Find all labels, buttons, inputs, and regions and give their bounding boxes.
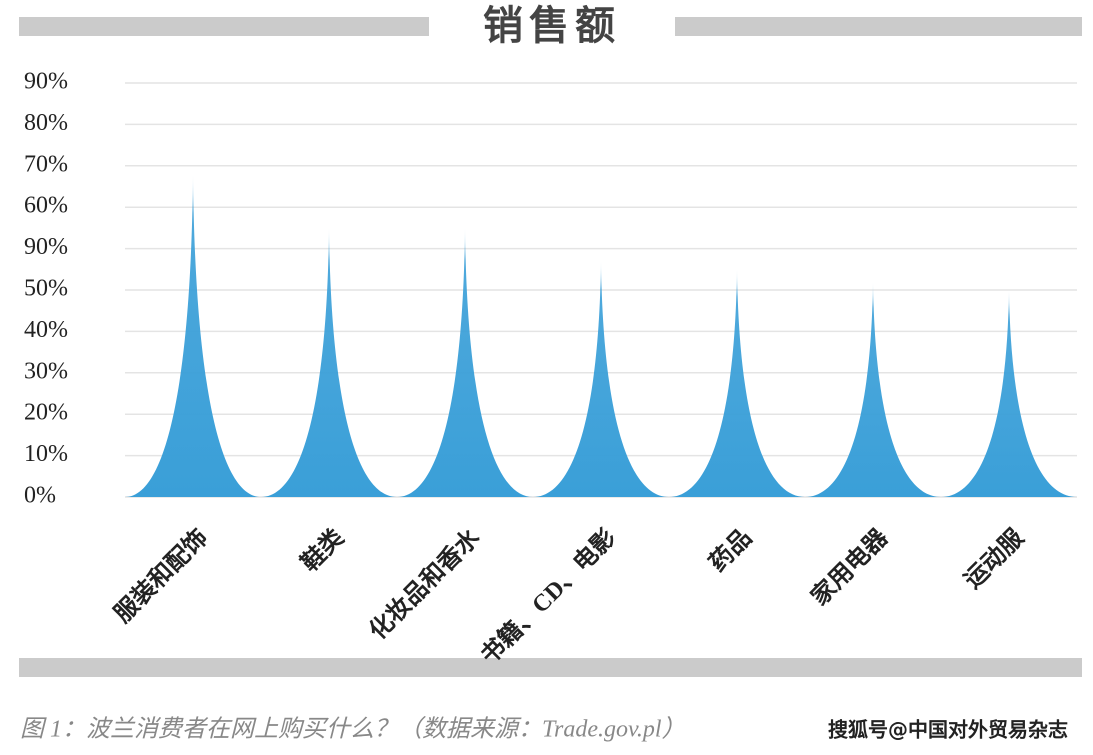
spike bbox=[941, 290, 1077, 497]
y-tick-label: 90% bbox=[24, 69, 68, 95]
spike bbox=[125, 174, 261, 497]
y-tick-label: 60% bbox=[24, 193, 68, 219]
spike bbox=[669, 269, 805, 497]
header-bar bbox=[675, 17, 1082, 36]
header-bar bbox=[19, 17, 429, 36]
y-tick-label: 40% bbox=[24, 317, 68, 343]
y-tick-label: 70% bbox=[24, 151, 68, 177]
y-tick-label: 50% bbox=[24, 276, 68, 302]
y-tick-label: 30% bbox=[24, 358, 68, 384]
y-tick-label: 10% bbox=[24, 441, 68, 467]
chart-title: 销售额 bbox=[483, 3, 621, 49]
spike bbox=[805, 281, 941, 497]
spike bbox=[261, 227, 397, 497]
y-tick-label: 20% bbox=[24, 400, 68, 426]
spike bbox=[397, 227, 533, 497]
spike bbox=[533, 261, 669, 497]
x-tick-label: 服装和配饰 bbox=[109, 524, 213, 628]
x-tick-label: 家用电器 bbox=[805, 523, 893, 611]
y-tick-label: 0% bbox=[24, 483, 56, 509]
y-tick-label: 80% bbox=[24, 110, 68, 136]
x-tick-label: 药品 bbox=[704, 524, 757, 577]
footer-bar bbox=[19, 658, 1082, 677]
x-tick-label: 书籍、CD、电影 bbox=[475, 523, 621, 669]
y-tick-label: 90% bbox=[24, 234, 68, 260]
x-tick-label: 鞋类 bbox=[296, 523, 350, 577]
x-tick-label: 化妆品和香水 bbox=[364, 523, 486, 645]
x-tick-label: 运动服 bbox=[959, 523, 1030, 594]
watermark: 搜狐号@中国对外贸易杂志 bbox=[828, 718, 1068, 742]
caption: 图 1：波兰消费者在网上购买什么？（数据来源：Trade.gov.pl） bbox=[20, 716, 686, 743]
